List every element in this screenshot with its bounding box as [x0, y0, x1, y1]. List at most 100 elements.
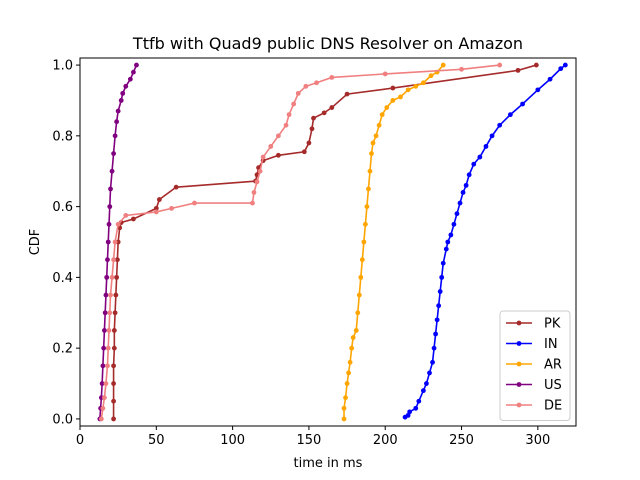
data-point-us — [101, 345, 107, 351]
data-point-ar — [344, 381, 350, 386]
legend-marker-pk — [516, 320, 522, 326]
x-tick-label: 150 — [297, 433, 322, 448]
legend-marker-in — [516, 341, 522, 346]
x-axis-label: time in ms — [294, 456, 363, 471]
plot-frame — [79, 57, 577, 427]
legend-box — [499, 310, 571, 421]
data-point-us — [115, 108, 121, 114]
data-point-de — [98, 416, 104, 422]
legend-label-pk: PK — [544, 317, 561, 332]
legend-label-us: US — [544, 378, 562, 393]
y-axis-ticks: 0.0 0.2 0.4 0.6 0.8 1.0 — [52, 59, 80, 427]
data-point-us — [127, 76, 133, 82]
data-point-ar — [370, 140, 376, 146]
data-point-pk — [173, 184, 179, 190]
data-point-ar — [356, 292, 362, 298]
data-point-ar — [420, 80, 426, 86]
data-point-us — [105, 239, 111, 245]
data-point-in — [430, 359, 435, 365]
data-point-pk — [114, 257, 120, 263]
data-point-ar — [341, 416, 347, 422]
data-point-ar — [346, 370, 351, 376]
data-point-de — [112, 239, 118, 245]
data-point-in — [439, 274, 445, 280]
data-point-us — [114, 119, 120, 125]
data-point-ar — [347, 359, 353, 365]
data-point-pk — [153, 205, 159, 211]
data-point-pk — [344, 91, 350, 97]
data-point-de — [314, 80, 319, 86]
data-point-us — [102, 310, 108, 316]
data-point-ar — [350, 335, 356, 340]
data-point-ar — [341, 405, 347, 411]
x-tick-label: 250 — [449, 433, 474, 448]
data-point-in — [436, 303, 442, 309]
data-point-ar — [376, 122, 382, 128]
data-point-in — [454, 211, 460, 217]
data-point-in — [471, 161, 477, 167]
data-point-ar — [440, 62, 446, 68]
data-point-ar — [343, 395, 348, 401]
data-point-in — [483, 144, 489, 149]
data-point-in — [466, 172, 472, 178]
legend-item-de: DE — [506, 399, 562, 414]
y-axis-label: CDF — [28, 229, 43, 256]
data-point-de — [286, 112, 292, 118]
series-de — [98, 62, 503, 422]
data-point-de — [382, 71, 388, 77]
data-point-de — [329, 75, 335, 80]
data-point-pk — [111, 416, 116, 422]
data-point-us — [112, 133, 118, 139]
data-point-ar — [428, 73, 434, 79]
data-point-in — [440, 260, 446, 266]
data-point-in — [463, 182, 469, 188]
data-point-pk — [111, 398, 116, 404]
data-point-pk — [301, 149, 307, 155]
data-point-de — [268, 144, 274, 149]
x-tick-label: 100 — [220, 433, 245, 448]
data-point-pk — [321, 110, 327, 116]
y-tick-label: 0.6 — [52, 200, 73, 215]
data-point-pk — [111, 363, 116, 369]
data-point-de — [153, 209, 159, 215]
legend-label-de: DE — [544, 399, 562, 414]
y-tick-label: 0.8 — [52, 129, 73, 144]
data-point-in — [477, 154, 483, 160]
data-point-de — [295, 90, 301, 96]
data-point-us — [105, 257, 110, 263]
data-point-pk — [533, 62, 539, 68]
data-point-de — [169, 205, 174, 211]
data-point-pk — [276, 152, 281, 158]
data-point-pk — [515, 67, 521, 73]
data-point-in — [489, 133, 495, 139]
data-point-pk — [114, 274, 120, 280]
data-point-in — [535, 87, 541, 93]
data-point-de — [105, 345, 111, 351]
data-point-ar — [361, 239, 367, 245]
data-point-de — [497, 62, 503, 68]
data-point-in — [407, 409, 413, 415]
data-point-de — [283, 122, 289, 128]
data-point-in — [416, 398, 422, 404]
legend: PK IN AR US DE — [499, 310, 571, 421]
data-point-ar — [390, 98, 396, 103]
legend-item-us: US — [506, 378, 562, 393]
data-point-in — [427, 370, 432, 376]
data-point-in — [433, 331, 438, 337]
data-point-ar — [353, 328, 359, 333]
data-point-us — [100, 363, 106, 369]
data-point-pk — [112, 310, 118, 316]
data-point-de — [459, 66, 464, 72]
data-point-in — [424, 381, 429, 386]
data-point-pk — [156, 197, 162, 202]
data-point-ar — [413, 83, 419, 89]
data-point-ar — [367, 168, 373, 174]
data-point-us — [131, 69, 136, 75]
data-point-ar — [379, 112, 385, 118]
data-point-in — [547, 76, 553, 82]
x-tick-label: 300 — [525, 433, 550, 448]
data-point-us — [109, 168, 115, 174]
data-point-de — [105, 363, 110, 369]
legend-item-ar: AR — [506, 358, 562, 373]
data-point-us — [107, 204, 113, 210]
